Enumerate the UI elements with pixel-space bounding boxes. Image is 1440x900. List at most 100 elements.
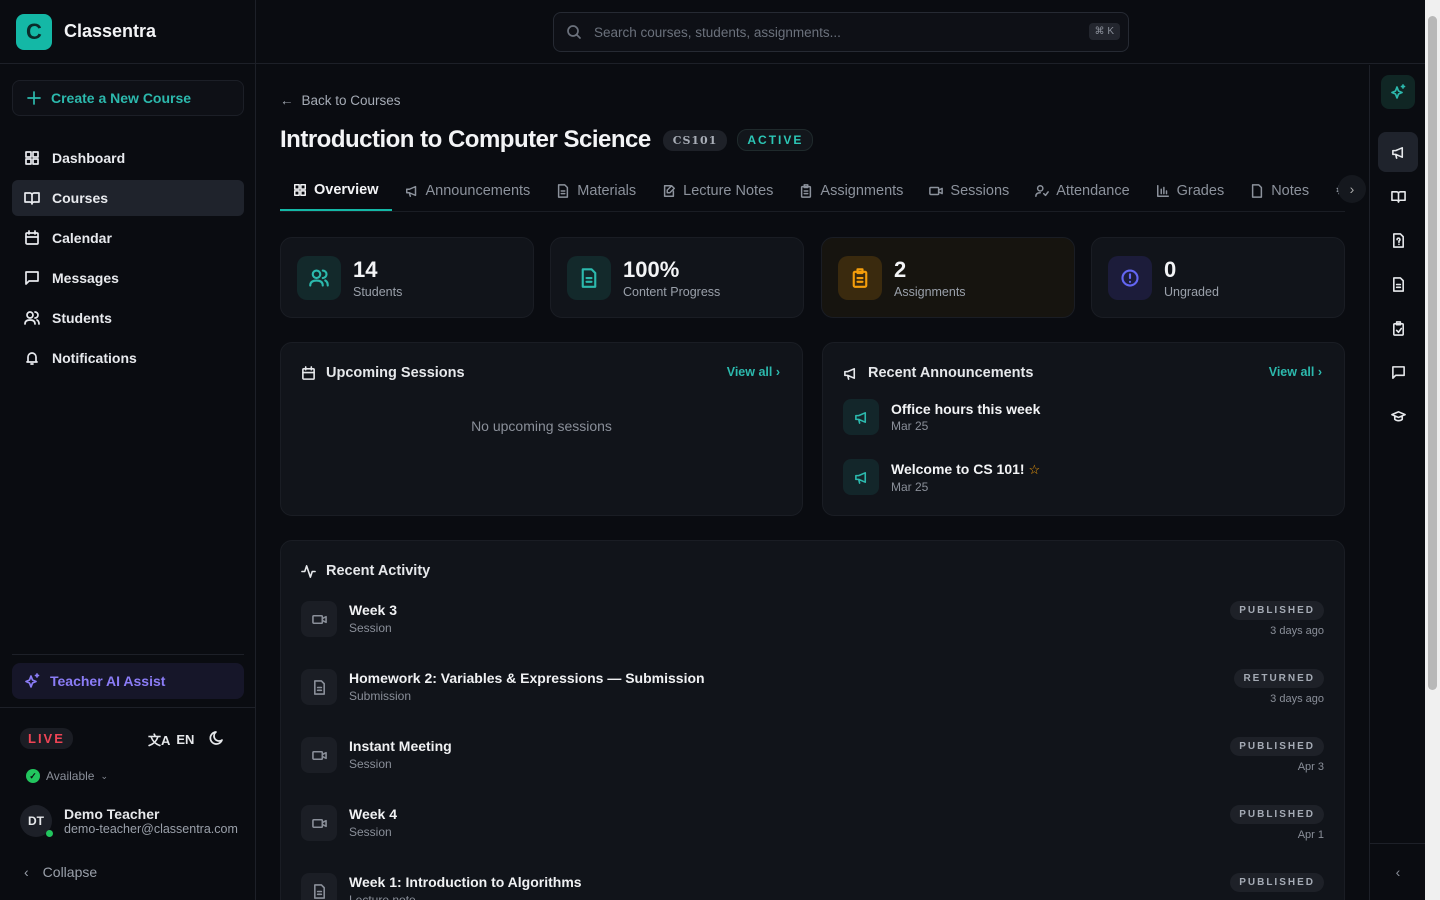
message-icon [25, 271, 39, 285]
search-icon [567, 25, 581, 39]
tab-label: Materials [577, 182, 637, 199]
tab-label: Overview [314, 181, 379, 198]
avatar-initials: DT [28, 814, 44, 828]
avatar: DT [20, 805, 53, 837]
tab-attendance[interactable]: Attendance [1022, 170, 1142, 211]
users-icon [24, 311, 40, 325]
activity-title: Week 4 [349, 806, 397, 822]
sidebar-item-label: Notifications [52, 350, 137, 366]
tab-overview[interactable]: Overview [280, 170, 392, 211]
sidebar-item-calendar[interactable]: Calendar [12, 220, 244, 256]
activity-row[interactable]: Week 1: Introduction to Algorithms Lectu… [301, 873, 1324, 900]
collapse-sidebar-button[interactable]: ‹ Collapse [24, 864, 97, 880]
announcement-item[interactable]: Welcome to CS 101! ☆ Mar 25 [843, 459, 1040, 495]
calendar-icon [302, 365, 315, 380]
rail-materials-button[interactable] [1378, 176, 1418, 216]
translate-icon: 文A [148, 733, 171, 748]
clipboard-check-icon [1392, 320, 1404, 336]
activity-row[interactable]: Week 4 Session PUBLISHED Apr 1 [301, 805, 1324, 855]
view-all-announcements-link[interactable]: View all › [1268, 365, 1322, 379]
card-title: Upcoming Sessions [326, 365, 465, 381]
activity-title: Week 3 [349, 602, 397, 618]
course-tabs: Overview Announcements Materials Lecture… [280, 170, 1348, 212]
scrollbar[interactable] [1425, 0, 1440, 900]
sidebar-nav: Dashboard Courses Calendar Messages Stud… [12, 140, 244, 380]
stat-label: Ungraded [1164, 284, 1219, 299]
activity-icon [301, 564, 316, 578]
chevron-left-icon: ‹ [1395, 864, 1401, 880]
search-bar[interactable]: ⌘ K [553, 12, 1129, 52]
back-to-courses-link[interactable]: ← Back to Courses [280, 93, 401, 108]
megaphone-icon [405, 185, 416, 197]
activity-type: Submission [349, 689, 412, 703]
live-badge[interactable]: LIVE [20, 728, 73, 749]
sidebar-item-notifications[interactable]: Notifications [12, 340, 244, 376]
activity-row[interactable]: Week 3 Session PUBLISHED 3 days ago [301, 601, 1324, 651]
rail-quiz-button[interactable] [1378, 220, 1418, 260]
upcoming-sessions-card: Upcoming Sessions View all › No upcoming… [280, 342, 803, 516]
arrow-left-icon: ← [280, 93, 294, 108]
card-header: Recent Announcements [843, 365, 1033, 381]
star-icon: ☆ [1028, 461, 1041, 477]
rail-messages-button[interactable] [1378, 352, 1418, 392]
ai-assist-button[interactable] [1381, 75, 1415, 109]
sidebar-item-dashboard[interactable]: Dashboard [12, 140, 244, 176]
brand[interactable]: C Classentra [0, 0, 255, 64]
video-icon [929, 186, 944, 195]
create-course-button[interactable]: Create a New Course [12, 80, 244, 116]
file-icon [301, 669, 337, 705]
stat-ungraded: 0 Ungraded [1091, 237, 1345, 318]
sidebar: C Classentra Create a New Course Dashboa… [0, 0, 256, 900]
app-name: Classentra [64, 21, 157, 41]
file-text-icon [567, 255, 611, 300]
rail-announcements-button[interactable] [1378, 132, 1418, 172]
stat-value: 100% [623, 256, 680, 282]
activity-row[interactable]: Instant Meeting Session PUBLISHED Apr 3 [301, 737, 1324, 787]
announcement-item[interactable]: Office hours this week Mar 25 [843, 399, 1040, 435]
rail-assignments-button[interactable] [1378, 308, 1418, 348]
status-badge: PUBLISHED [1230, 873, 1324, 892]
stat-value: 14 [353, 256, 378, 282]
activity-row[interactable]: Homework 2: Variables & Expressions — Su… [301, 669, 1324, 719]
sidebar-item-messages[interactable]: Messages [12, 260, 244, 296]
search-input[interactable] [594, 24, 1064, 40]
activity-time: 3 days ago [1270, 693, 1324, 705]
tab-materials[interactable]: Materials [543, 170, 649, 211]
sidebar-item-students[interactable]: Students [12, 300, 244, 336]
main-content: ← Back to Courses Introduction to Comput… [256, 65, 1369, 900]
stat-value: 0 [1164, 256, 1177, 282]
sidebar-item-label: Dashboard [52, 150, 126, 166]
file-text-icon [1392, 276, 1404, 292]
activity-title: Week 1: Introduction to Algorithms [349, 874, 582, 890]
chevron-left-icon: ‹ [24, 864, 29, 880]
tab-announcements[interactable]: Announcements [392, 170, 544, 211]
search-shortcut: ⌘ K [1088, 23, 1120, 40]
status-badge: PUBLISHED [1230, 601, 1324, 620]
availability-select[interactable]: ✓ Available ⌄ [26, 769, 108, 783]
tab-notes[interactable]: Notes [1237, 170, 1322, 211]
bar-chart-icon [1156, 184, 1169, 197]
collapse-rail-button[interactable]: ‹ [1378, 852, 1418, 892]
tab-sessions[interactable]: Sessions [916, 170, 1022, 211]
back-label: Back to Courses [301, 93, 401, 108]
tab-lecture-notes[interactable]: Lecture Notes [649, 170, 786, 211]
theme-toggle[interactable] [209, 730, 225, 746]
tab-grades[interactable]: Grades [1143, 170, 1238, 211]
chevron-down-icon: ⌄ [100, 770, 109, 781]
stat-label: Students [353, 284, 403, 299]
sidebar-item-label: Messages [52, 270, 119, 286]
language-toggle[interactable]: 文A EN [148, 730, 194, 749]
announcement-date: Mar 25 [891, 479, 929, 494]
user-profile[interactable]: DT Demo Teacher demo-teacher@classentra.c… [20, 805, 238, 837]
teacher-ai-assist-button[interactable]: Teacher AI Assist [12, 663, 244, 699]
view-all-sessions-link[interactable]: View all › [726, 365, 780, 379]
rail-notes-button[interactable] [1378, 264, 1418, 304]
rail-grades-button[interactable] [1378, 396, 1418, 436]
classentra-logo: C [16, 13, 52, 50]
page-title: Introduction to Computer Science [280, 126, 651, 153]
sidebar-item-courses[interactable]: Courses [12, 180, 244, 216]
activity-time: Apr 3 [1297, 761, 1324, 773]
tab-assignments[interactable]: Assignments [786, 170, 916, 211]
scrollbar-thumb[interactable] [1428, 16, 1437, 690]
tabs-scroll-right-button[interactable]: › [1338, 175, 1366, 203]
